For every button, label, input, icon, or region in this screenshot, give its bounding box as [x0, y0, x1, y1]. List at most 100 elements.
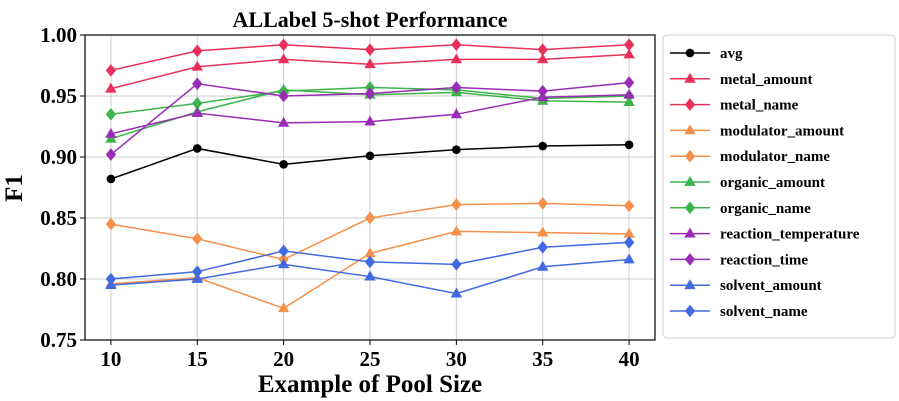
data-point — [537, 260, 549, 271]
legend-item-avg: avg — [670, 46, 743, 62]
x-axis-label: Example of Pool Size — [258, 371, 482, 398]
legend-label: avg — [720, 46, 743, 62]
data-point — [451, 198, 462, 211]
data-point — [364, 255, 376, 269]
legend-item-reaction_time: reaction_time — [670, 252, 808, 268]
legend-label: modulator_amount — [720, 123, 844, 139]
y-tick-label: 0.75 — [40, 328, 77, 352]
legend-label: modulator_name — [720, 149, 830, 165]
legend-label: organic_name — [720, 201, 811, 217]
data-point — [364, 87, 376, 100]
legend-marker — [684, 72, 696, 83]
y-tick-label: 0.90 — [40, 145, 77, 169]
data-point — [105, 108, 117, 121]
legend-item-modulator_name: modulator_name — [670, 149, 830, 165]
data-point — [624, 140, 634, 150]
x-tick-label: 20 — [273, 347, 294, 371]
data-point — [279, 160, 288, 169]
series-reaction_time — [105, 76, 635, 161]
data-point — [277, 53, 290, 64]
legend-label: reaction_time — [720, 252, 808, 268]
data-point — [192, 77, 203, 91]
legend-marker — [685, 48, 695, 58]
legend-item-organic_amount: organic_amount — [670, 175, 825, 191]
data-point — [105, 217, 117, 231]
x-tick-label: 15 — [187, 347, 208, 371]
legend-marker — [684, 149, 696, 163]
data-point — [364, 247, 376, 258]
legend-marker — [684, 304, 696, 318]
y-axis: 0.75 0.80 0.85 0.90 0.95 1.00 — [40, 23, 85, 352]
legend-label: solvent_name — [720, 304, 808, 320]
legend-marker — [684, 279, 696, 290]
data-point — [105, 64, 117, 77]
data-point — [537, 240, 548, 254]
data-point — [364, 270, 376, 281]
data-point — [278, 244, 289, 258]
legend-item-solvent_name: solvent_name — [670, 304, 808, 320]
data-point — [364, 115, 376, 126]
data-point — [364, 211, 376, 225]
legend-label: reaction_temperature — [720, 227, 860, 243]
legend-marker — [684, 253, 696, 266]
x-tick-label: 10 — [100, 347, 121, 371]
data-point — [105, 272, 117, 286]
data-point — [278, 89, 289, 103]
data-point — [105, 127, 117, 138]
legend-item-metal_name: metal_name — [670, 98, 799, 114]
data-point — [277, 302, 290, 313]
legend-item-modulator_amount: modulator_amount — [670, 123, 844, 139]
data-point — [538, 141, 548, 151]
legend-marker — [684, 201, 696, 215]
data-point — [537, 84, 548, 98]
data-point — [537, 53, 549, 64]
data-point — [106, 174, 116, 184]
legend-marker — [684, 98, 696, 111]
grid — [85, 34, 655, 341]
data-point — [192, 144, 202, 153]
data-point — [623, 88, 635, 99]
data-point — [623, 236, 635, 249]
data-point — [277, 258, 290, 269]
x-tick-label: 25 — [360, 347, 381, 371]
data-point — [192, 97, 203, 110]
data-point — [192, 265, 203, 278]
data-point — [450, 287, 463, 298]
y-axis-label: F1 — [1, 174, 28, 202]
data-point — [364, 58, 376, 69]
data-point — [364, 43, 376, 56]
data-point — [451, 38, 462, 52]
data-point — [451, 258, 462, 271]
legend: avg metal_amount metal_name modulator_amoun… — [662, 34, 896, 339]
data-point — [191, 107, 203, 117]
legend-box — [662, 34, 896, 339]
data-point — [537, 226, 549, 237]
chart-title: ALLabel 5-shot Performance — [233, 7, 508, 32]
y-tick-label: 0.95 — [40, 84, 77, 108]
data-point — [623, 199, 635, 213]
data-point — [623, 38, 635, 52]
data-point — [452, 145, 461, 154]
data-point — [451, 81, 462, 94]
data-point — [537, 197, 548, 210]
data-point — [277, 116, 290, 127]
data-point — [365, 151, 375, 161]
y-tick-label: 0.80 — [40, 267, 77, 291]
series-metal_amount — [105, 48, 635, 93]
data-point — [278, 38, 289, 52]
legend-item-reaction_temperature: reaction_temperature — [670, 227, 860, 243]
y-tick-label: 1.00 — [40, 23, 77, 47]
legend-label: metal_name — [720, 98, 799, 114]
data-point — [450, 225, 463, 236]
y-tick-label: 0.85 — [40, 206, 77, 230]
series-metal_name — [105, 38, 635, 77]
data-point — [192, 44, 203, 58]
data-point — [192, 232, 203, 246]
data-point — [191, 60, 203, 71]
legend-label: organic_amount — [720, 175, 825, 191]
x-axis: 10 15 20 25 30 35 40 — [100, 340, 640, 371]
x-tick-label: 30 — [446, 347, 467, 371]
x-tick-label: 40 — [619, 347, 640, 371]
legend-item-metal_amount: metal_amount — [670, 72, 813, 88]
